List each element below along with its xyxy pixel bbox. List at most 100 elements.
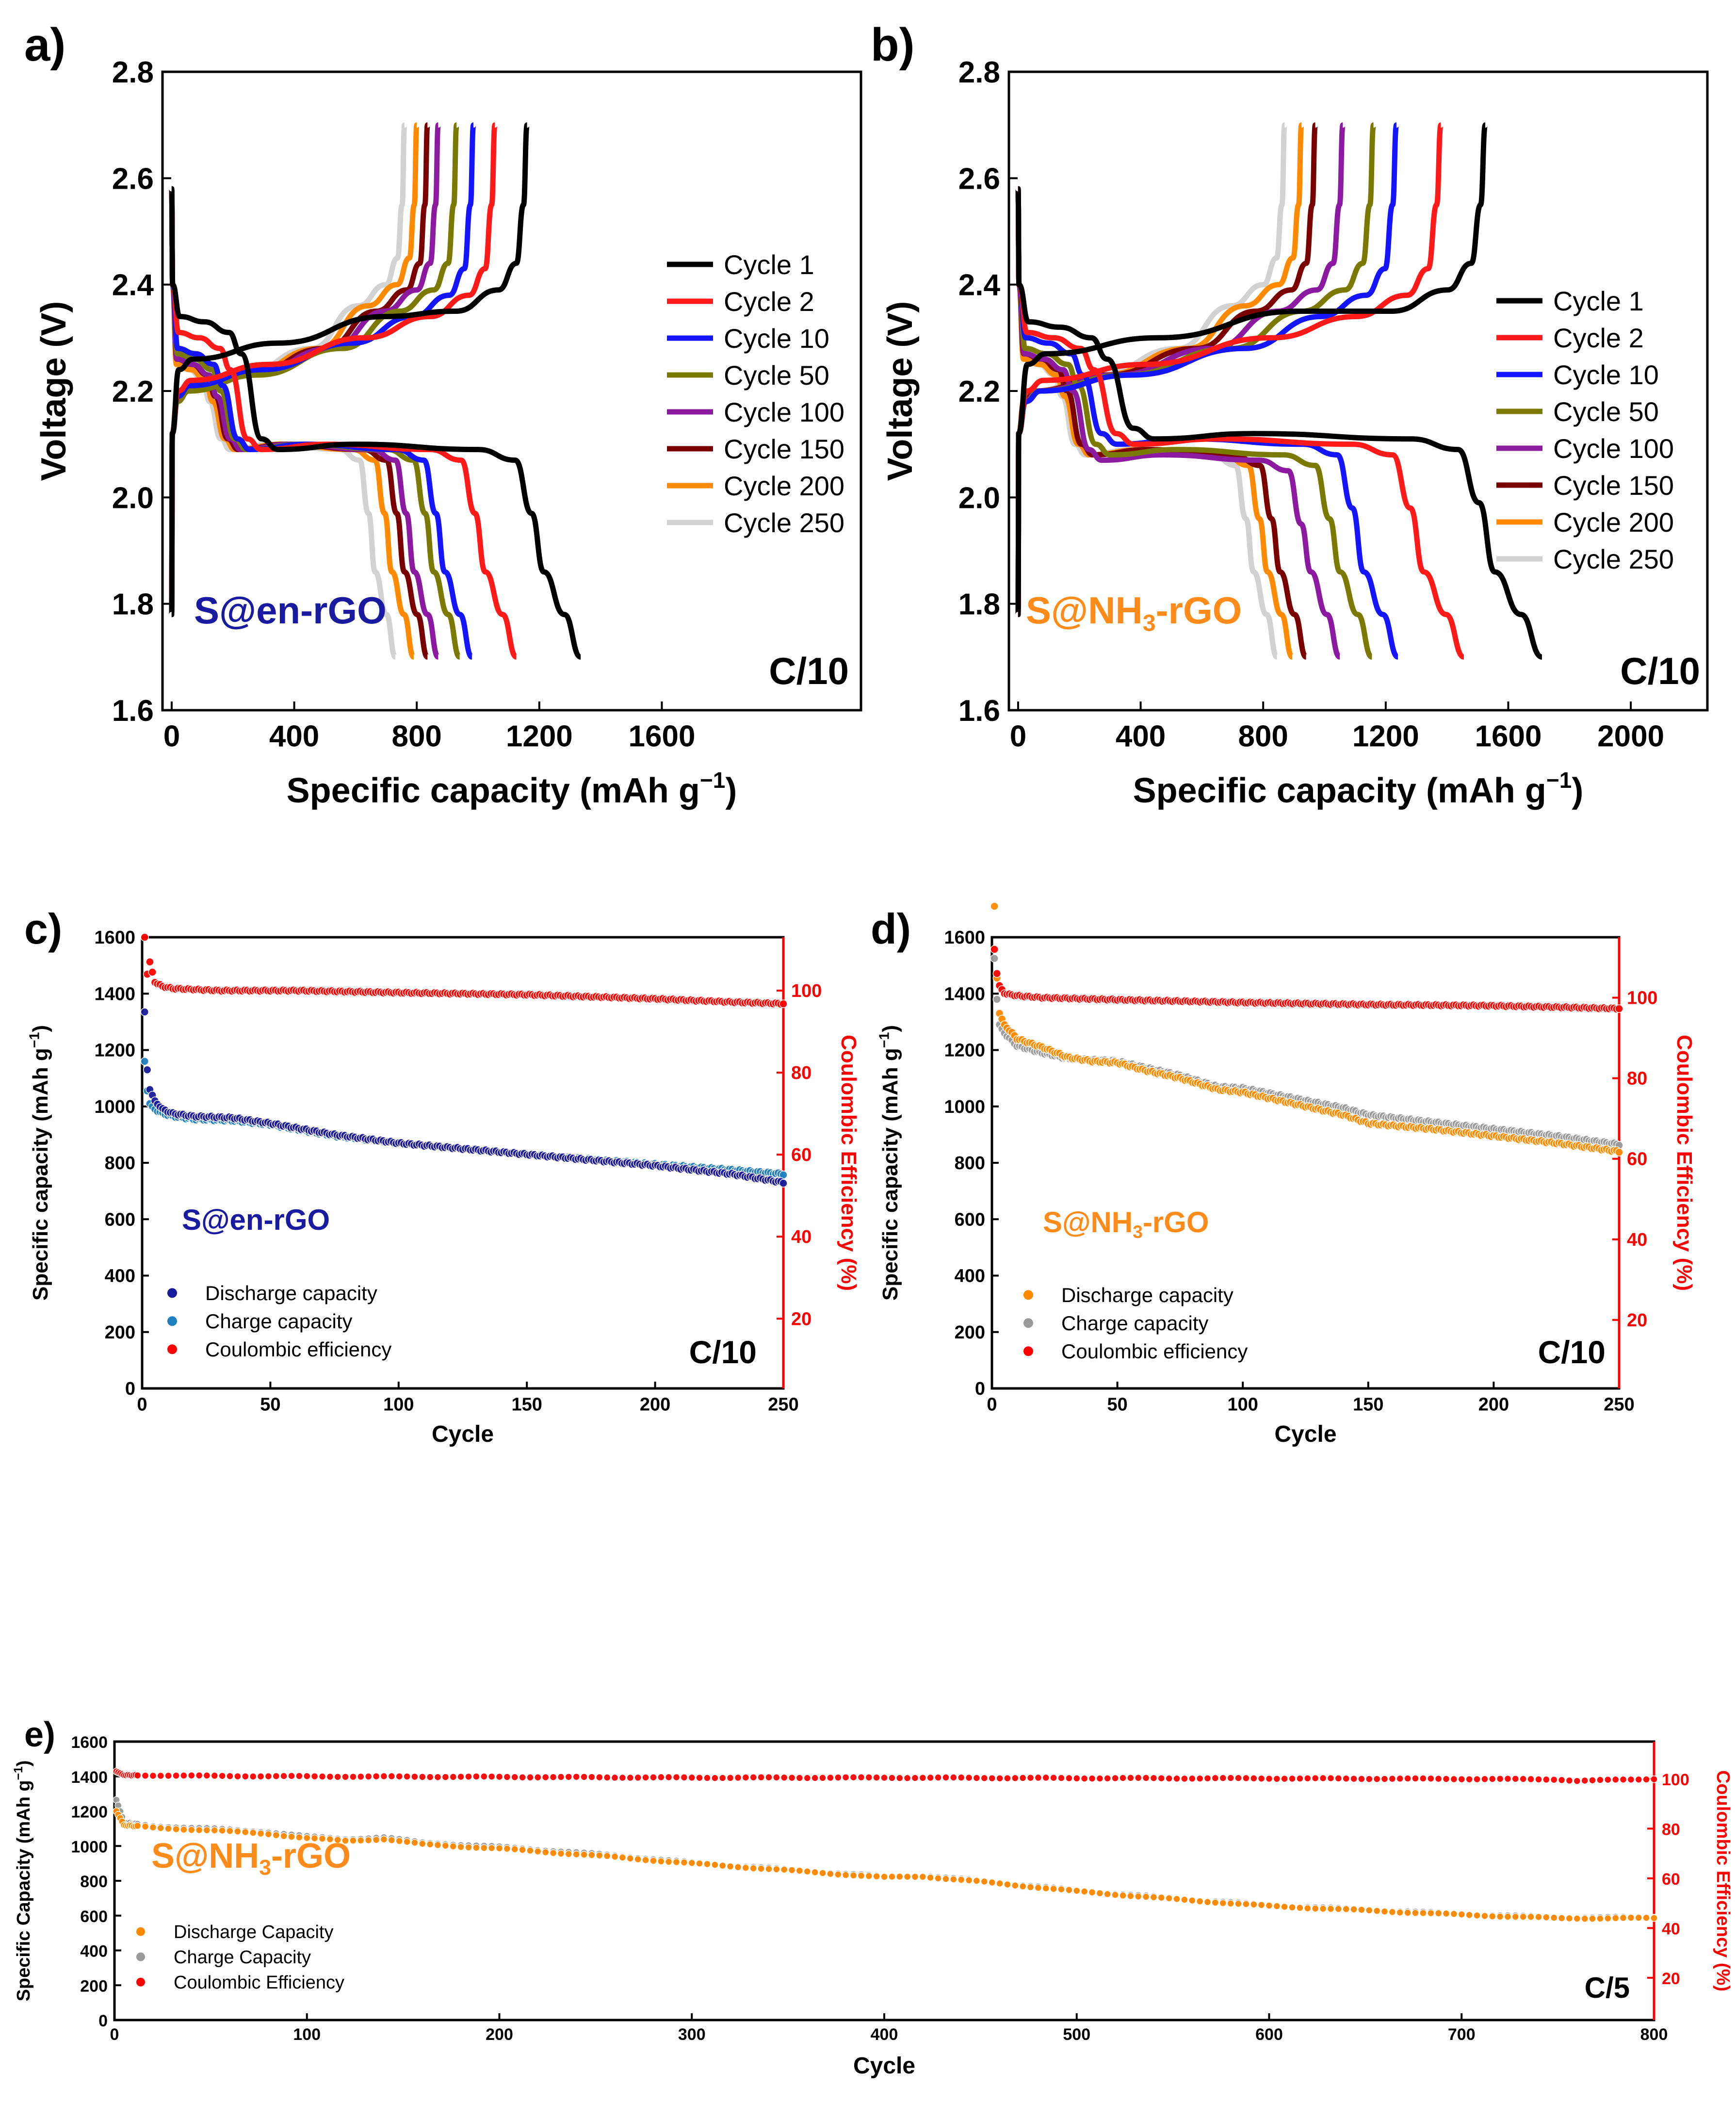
y2-axis-label: Coulombic Efficiency (%) [837, 1035, 860, 1291]
x-tick-label: 800 [391, 719, 441, 753]
data-point [957, 1774, 965, 1781]
y-tick-label: 2.0 [958, 481, 1000, 515]
y-axis-label-main: Specific capacity (mAh g [29, 1048, 52, 1301]
data-point [765, 1773, 773, 1781]
data-point [141, 1772, 149, 1779]
data-point [649, 1857, 657, 1865]
data-point [1257, 1901, 1265, 1909]
data-point [1365, 1775, 1373, 1783]
data-point [472, 1843, 480, 1852]
x-tick-label: 400 [269, 719, 319, 753]
data-point [1611, 1914, 1620, 1922]
data-point [180, 1772, 188, 1779]
discharge-curve-cycle-200 [1015, 186, 1294, 660]
data-point [1296, 1775, 1304, 1782]
data-point [511, 1845, 519, 1853]
data-point [519, 1773, 526, 1781]
data-point [419, 1840, 426, 1848]
data-point [1042, 1884, 1050, 1892]
data-point [1073, 1887, 1081, 1895]
data-point [157, 1824, 164, 1832]
sample-label: S@en-rGO [194, 589, 387, 632]
data-point [1034, 1774, 1042, 1782]
legend-label: Cycle 10 [724, 323, 829, 354]
data-point [280, 1832, 288, 1840]
data-point [919, 1873, 927, 1881]
data-point [1088, 1775, 1096, 1782]
data-point [926, 1874, 934, 1882]
data-point [1196, 1897, 1204, 1906]
data-point [1327, 1774, 1335, 1782]
x-tick-label: 100 [383, 1395, 414, 1415]
y-tick-label: 2.6 [958, 162, 1000, 196]
sample-label-sub: 3 [1143, 610, 1156, 636]
data-point [711, 1774, 719, 1782]
data-point [788, 1866, 796, 1874]
data-point [1615, 1004, 1623, 1013]
legend-marker [1023, 1318, 1033, 1328]
y2-tick-label: 40 [1627, 1230, 1647, 1250]
data-point [749, 1773, 757, 1781]
data-point [1650, 1914, 1658, 1922]
data-point [1165, 1775, 1173, 1782]
rate-label: C/10 [1538, 1334, 1606, 1370]
data-point [218, 1826, 226, 1835]
data-point [990, 902, 999, 911]
data-point [146, 957, 154, 966]
panel-d: 0 50 100 150 200 250 0 200 400 600 800 1000 1200 1400… [876, 902, 1696, 1447]
legend-marker [167, 1288, 177, 1298]
data-point [1442, 1909, 1450, 1918]
data-point [1134, 1774, 1142, 1782]
data-point [1296, 1904, 1304, 1912]
data-point [572, 1773, 580, 1781]
y2-tick-label: 40 [1662, 1920, 1680, 1938]
data-point [611, 1774, 619, 1782]
y-axis-label: Specific Capacity (mAh g−1) [12, 1761, 34, 2002]
data-point [596, 1851, 603, 1859]
discharge-curve-cycle-150 [1015, 186, 1308, 660]
series-charge-capacity [990, 954, 1623, 1150]
data-point [242, 1773, 249, 1780]
x-tick-label: 1600 [629, 719, 696, 753]
y-tick-label: 2.4 [958, 269, 1001, 302]
data-point [749, 1864, 757, 1873]
y2-tick-label: 60 [1627, 1149, 1647, 1170]
data-point [696, 1774, 703, 1782]
data-point [1481, 1912, 1489, 1920]
discharge-curve-cycle-250 [1015, 186, 1280, 660]
data-point [1412, 1775, 1419, 1782]
y-tick-label: 0 [125, 1379, 135, 1399]
panel-c: 0 50 100 150 200 250 0 200 400 600 800 1000 1200 1400… [27, 928, 860, 1447]
legend-marker [136, 1952, 145, 1961]
legend-label: Discharge Capacity [174, 1922, 333, 1942]
data-point [141, 1823, 149, 1830]
legend-label: Cycle 150 [724, 434, 844, 464]
data-point [503, 1773, 511, 1781]
y2-tick-label: 80 [1662, 1820, 1680, 1839]
data-point [1365, 1907, 1373, 1914]
legend-label: Cycle 2 [724, 286, 814, 317]
data-point [942, 1875, 950, 1883]
data-point [1273, 1902, 1281, 1910]
data-point [1157, 1893, 1166, 1902]
data-point [303, 1772, 311, 1780]
data-point [1019, 1882, 1027, 1891]
y-tick-label: 600 [105, 1209, 135, 1230]
data-point [926, 1774, 934, 1782]
data-point [992, 969, 1002, 978]
data-point [1142, 1893, 1150, 1901]
data-point [1611, 1776, 1620, 1784]
y-axis-label-sup: −1 [27, 1032, 42, 1048]
data-point [611, 1853, 619, 1861]
data-point [626, 1774, 634, 1782]
data-point [819, 1869, 827, 1877]
data-point [472, 1773, 480, 1780]
y-tick-label: 2.8 [958, 56, 1000, 89]
data-point [1288, 1775, 1296, 1783]
y2-tick-label: 60 [1662, 1870, 1680, 1889]
charge-curve-cycle-1 [169, 122, 530, 618]
data-point [1181, 1775, 1188, 1783]
data-point [1304, 1774, 1312, 1782]
data-point [1396, 1908, 1404, 1917]
data-point [1350, 1906, 1358, 1913]
